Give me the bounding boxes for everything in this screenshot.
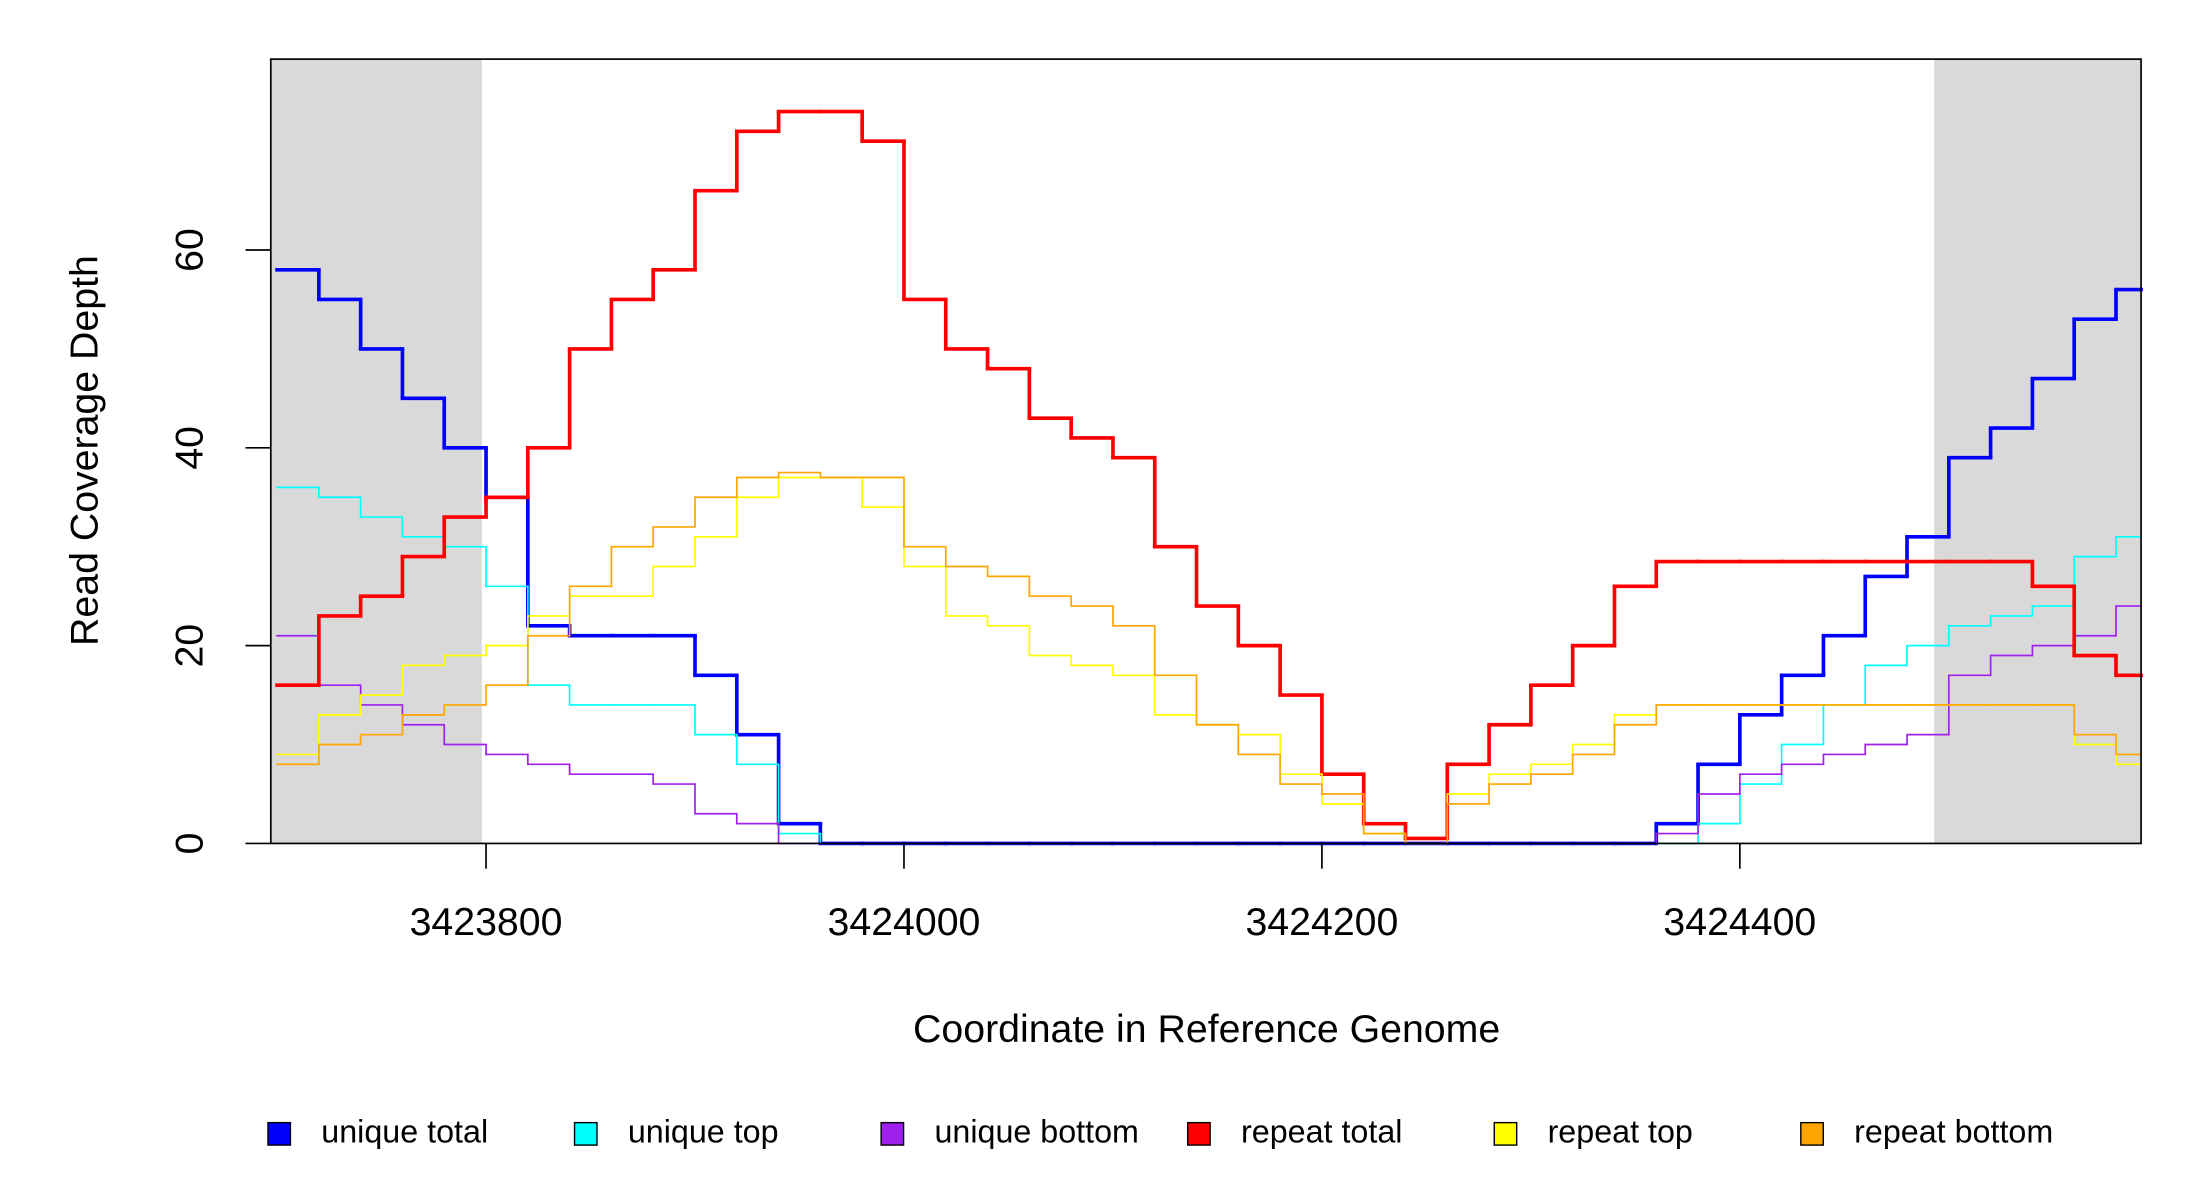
shaded-region bbox=[270, 59, 482, 844]
step-riser bbox=[318, 477, 2117, 844]
legend-label: unique total bbox=[321, 1113, 488, 1149]
y-tick-label: 20 bbox=[168, 624, 212, 668]
legend-swatch bbox=[1186, 1121, 1211, 1146]
y-tick-label: 60 bbox=[168, 228, 212, 272]
step-riser bbox=[317, 111, 2118, 839]
y-axis-label: Read Coverage Depth bbox=[62, 255, 106, 646]
x-tick-label: 3424400 bbox=[1663, 900, 1816, 944]
legend-label: repeat bottom bbox=[1854, 1113, 2053, 1149]
legend-swatch bbox=[573, 1121, 598, 1146]
step-riser bbox=[318, 487, 2117, 844]
x-tick-label: 3424200 bbox=[1245, 900, 1398, 944]
step-riser bbox=[318, 472, 2117, 844]
legend-label: unique bottom bbox=[934, 1113, 1138, 1149]
x-axis-label: Coordinate in Reference Genome bbox=[913, 1007, 1500, 1051]
legend-swatch bbox=[267, 1121, 292, 1146]
step-riser bbox=[317, 269, 2118, 844]
y-tick-label: 40 bbox=[168, 426, 212, 470]
plot-frame bbox=[269, 58, 2142, 845]
legend-label: repeat top bbox=[1548, 1113, 1693, 1149]
y-tick-label: 0 bbox=[168, 833, 212, 855]
x-tick-label: 3424000 bbox=[828, 900, 981, 944]
legend-swatch bbox=[880, 1121, 905, 1146]
shaded-region bbox=[1934, 59, 2142, 844]
legend-swatch bbox=[1493, 1121, 1518, 1146]
legend-swatch bbox=[1800, 1121, 1824, 1146]
legend-label: unique top bbox=[628, 1113, 779, 1149]
legend-label: repeat total bbox=[1241, 1113, 1402, 1149]
x-tick-label: 3423800 bbox=[410, 900, 563, 944]
